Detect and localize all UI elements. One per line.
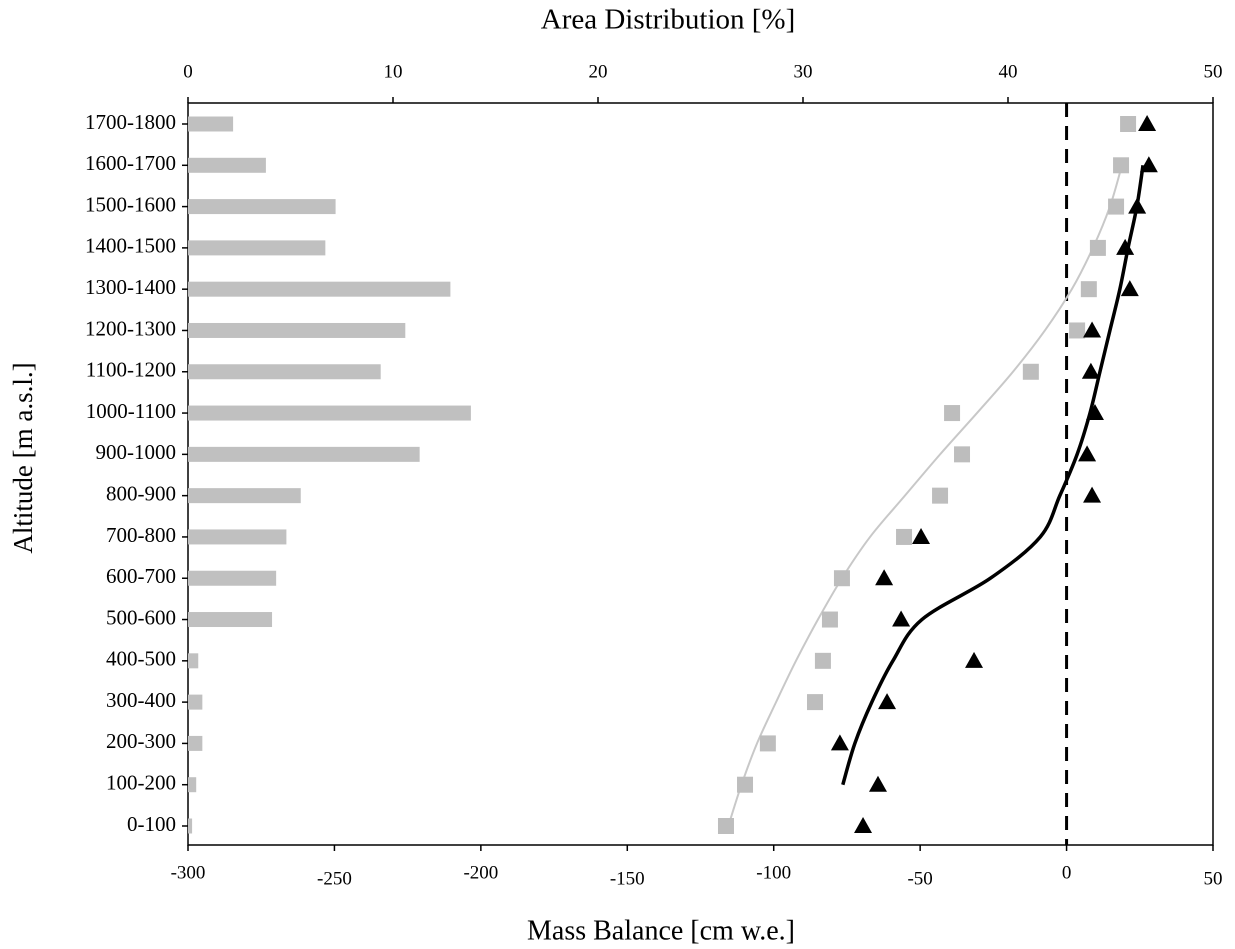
triangle-point xyxy=(912,527,931,544)
bar xyxy=(188,199,336,215)
chart-title: Area Distribution [%] xyxy=(541,4,796,36)
bar xyxy=(188,240,326,256)
x2-tick-label: 30 xyxy=(794,61,813,82)
square-point xyxy=(737,776,754,793)
x2-tick-label: 50 xyxy=(1204,61,1223,82)
bar xyxy=(188,281,451,297)
x-tick-label: -150 xyxy=(610,868,645,889)
y-tick-label: 200-300 xyxy=(106,729,176,753)
square-point xyxy=(821,611,838,628)
bar xyxy=(188,446,420,462)
y-tick-label: 1300-1400 xyxy=(85,275,176,299)
triangle-point xyxy=(878,693,897,710)
y-tick-label: 100-200 xyxy=(106,771,176,795)
square-point xyxy=(1113,157,1130,174)
triangle-point xyxy=(875,569,894,586)
y-tick-label: 400-500 xyxy=(106,647,176,671)
y-tick-label: 1200-1300 xyxy=(85,316,176,340)
square-point xyxy=(1120,116,1137,132)
square-point xyxy=(833,570,850,587)
triangle-point xyxy=(1085,404,1104,421)
triangle-point xyxy=(1120,280,1139,297)
triangle-point xyxy=(1128,197,1147,214)
x-tick-label: 50 xyxy=(1204,868,1223,889)
square-point xyxy=(1108,198,1125,215)
y-tick-label: 900-1000 xyxy=(96,440,177,464)
square-point xyxy=(759,735,776,752)
y-tick-label: 1000-1100 xyxy=(86,399,176,423)
y-tick-label: 1600-1700 xyxy=(85,151,176,175)
x-tick-label: -300 xyxy=(171,862,206,883)
bar xyxy=(188,694,203,710)
square-point xyxy=(1022,363,1039,380)
bar xyxy=(188,612,273,628)
x-tick-label: -100 xyxy=(756,862,791,883)
y-tick-label: 800-900 xyxy=(106,481,176,505)
y-tick-label: 0-100 xyxy=(127,812,176,836)
bar xyxy=(188,653,199,669)
y-tick-label: 1500-1600 xyxy=(85,192,176,216)
y-axis-title: Altitude [m a.s.l.] xyxy=(8,362,38,553)
square-point xyxy=(944,405,961,422)
bar xyxy=(188,570,277,586)
square-point xyxy=(896,528,913,545)
triangle-point xyxy=(892,610,911,627)
triangle-point xyxy=(1078,445,1097,462)
triangle-point xyxy=(1139,156,1158,173)
x-tick-label: 0 xyxy=(1062,862,1072,883)
y-tick-label: 500-600 xyxy=(106,605,176,629)
trend-line xyxy=(841,165,1145,786)
trend-line xyxy=(727,165,1123,827)
bar xyxy=(188,818,193,834)
square-point xyxy=(814,652,831,669)
x-tick-label: -50 xyxy=(907,868,932,889)
bar xyxy=(188,488,301,504)
triangle-point xyxy=(1081,362,1100,379)
x2-tick-label: 40 xyxy=(999,61,1018,82)
triangle-point xyxy=(965,651,984,668)
square-point xyxy=(1069,322,1086,339)
square-point xyxy=(932,487,949,504)
bar xyxy=(188,529,287,545)
y-tick-label: 1100-1200 xyxy=(86,358,176,382)
bar xyxy=(188,157,266,173)
square-point xyxy=(954,446,971,463)
y-tick-label: 300-400 xyxy=(106,688,176,712)
x-tick-label: -250 xyxy=(317,868,352,889)
x-tick-label: -200 xyxy=(463,862,498,883)
triangle-point xyxy=(868,775,887,792)
y-tick-label: 1400-1500 xyxy=(85,234,176,258)
square-point xyxy=(1080,281,1097,298)
triangle-point xyxy=(830,734,849,751)
triangle-point xyxy=(1138,115,1157,131)
square-point xyxy=(1089,239,1106,256)
bar xyxy=(188,735,203,751)
triangle-point xyxy=(854,817,873,833)
bar xyxy=(188,116,234,132)
bar xyxy=(188,405,471,421)
x2-tick-label: 10 xyxy=(384,61,403,82)
x2-tick-label: 0 xyxy=(183,61,193,82)
triangle-point xyxy=(1116,238,1135,255)
triangle-point xyxy=(1083,321,1102,338)
square-point xyxy=(807,694,824,711)
x-axis-title: Mass Balance [cm w.e.] xyxy=(527,915,795,946)
square-point xyxy=(717,818,734,834)
x2-tick-label: 20 xyxy=(589,61,608,82)
bar xyxy=(188,364,381,380)
y-tick-label: 1700-1800 xyxy=(85,110,176,134)
y-tick-label: 600-700 xyxy=(106,564,176,588)
triangle-point xyxy=(1083,486,1102,503)
bar xyxy=(188,322,406,338)
bar xyxy=(188,777,197,793)
y-tick-label: 700-800 xyxy=(106,523,176,547)
plot-frame xyxy=(187,102,1214,846)
